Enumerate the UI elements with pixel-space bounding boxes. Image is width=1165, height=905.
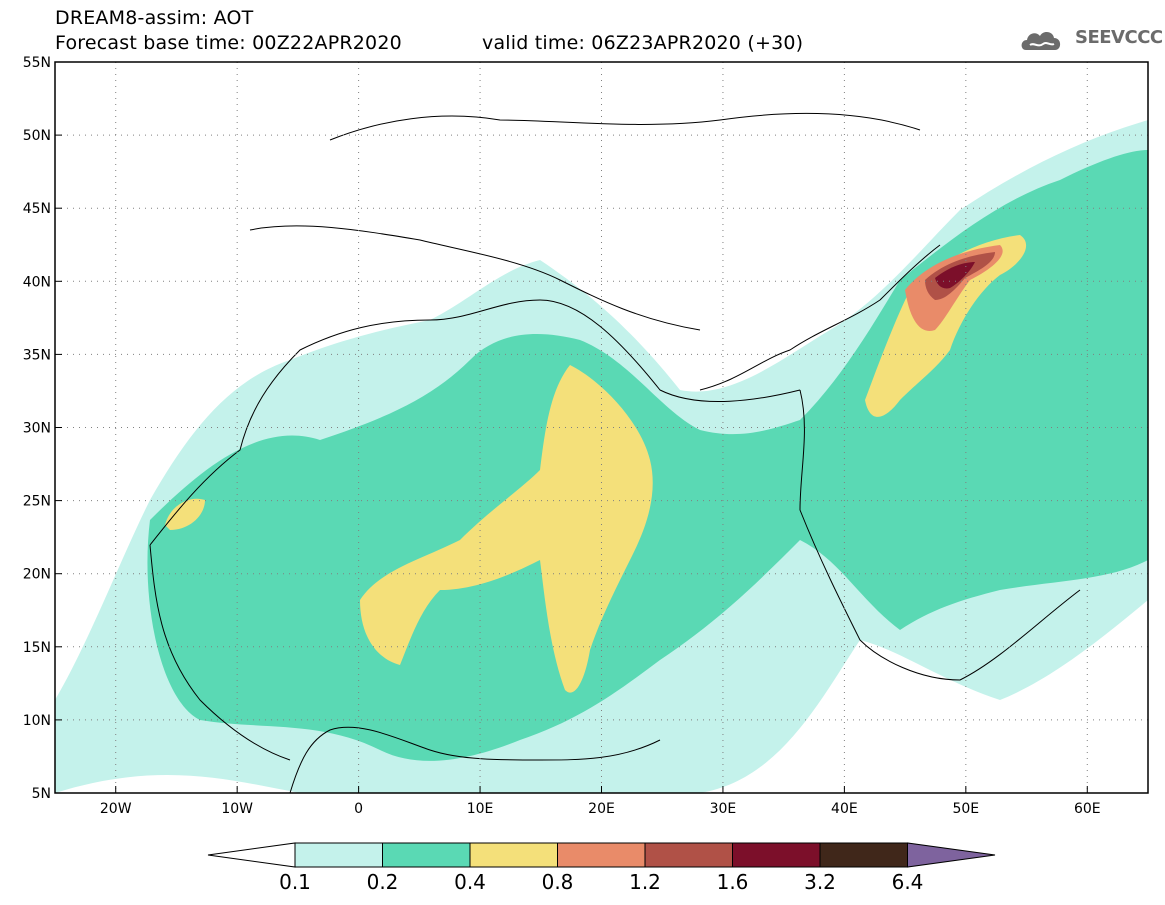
lat-label: 50N bbox=[23, 128, 51, 144]
lon-label: 40E bbox=[831, 801, 858, 817]
colorbar-segment bbox=[819, 842, 908, 868]
lon-label: 20E bbox=[588, 801, 615, 817]
title-line-2: Forecast base time: 00Z22APR2020 bbox=[55, 32, 402, 54]
longitude-labels: 20W 10W 0 10E 20E 30E 40E 50E 60E bbox=[100, 786, 1101, 817]
lat-label: 10N bbox=[23, 713, 51, 729]
lat-label: 35N bbox=[23, 347, 51, 363]
lon-label: 10E bbox=[467, 801, 494, 817]
logo-text: SEEVCCC bbox=[1075, 27, 1163, 48]
lat-label: 55N bbox=[23, 55, 51, 71]
colorbar-label: 1.2 bbox=[629, 870, 661, 894]
lat-label: 20N bbox=[23, 567, 51, 583]
colorbar-label: 0.4 bbox=[454, 870, 486, 894]
colorbar-under-arrow bbox=[207, 842, 296, 868]
colorbar-segment bbox=[294, 842, 383, 868]
colorbar-segment bbox=[732, 842, 821, 868]
latitude-labels: 5N 10N 15N 20N 25N 30N 35N 40N 45N 50N 55N bbox=[23, 55, 62, 802]
colorbar-label: 0.2 bbox=[366, 870, 399, 894]
aot-band-0.4-east bbox=[865, 235, 1027, 417]
colorbar-segment bbox=[557, 842, 646, 868]
lon-label: 10W bbox=[221, 801, 253, 817]
lat-label: 30N bbox=[23, 421, 51, 437]
aot-band-1.6 bbox=[935, 262, 975, 289]
lat-label: 5N bbox=[32, 786, 51, 802]
lon-label: 50E bbox=[952, 801, 979, 817]
lon-label: 20W bbox=[100, 801, 132, 817]
colorbar-label: 0.8 bbox=[541, 870, 574, 894]
lat-label: 25N bbox=[23, 494, 51, 510]
lat-label: 40N bbox=[23, 274, 51, 290]
aot-band-0.4 bbox=[360, 365, 653, 693]
colorbar-segment bbox=[644, 842, 733, 868]
lon-label: 60E bbox=[1074, 801, 1101, 817]
valid-time: valid time: 06Z23APR2020 (+30) bbox=[482, 32, 804, 54]
colorbar-label: 1.6 bbox=[716, 870, 749, 894]
colorbar-segment bbox=[382, 842, 471, 868]
coastlines bbox=[149, 112, 1081, 793]
colorbar-over-arrow bbox=[907, 842, 996, 868]
aot-band-0.4-west bbox=[165, 498, 205, 530]
lon-label: 30E bbox=[710, 801, 737, 817]
lat-label: 45N bbox=[23, 201, 51, 217]
lat-label: 15N bbox=[23, 640, 51, 656]
title-line-1: DREAM8-assim: AOT bbox=[55, 7, 254, 29]
aot-field bbox=[55, 62, 1148, 793]
colorbar bbox=[207, 842, 996, 868]
cloud-logo-icon bbox=[1021, 32, 1061, 50]
colorbar-label: 0.1 bbox=[279, 870, 311, 894]
colorbar-label: 3.2 bbox=[804, 870, 836, 894]
colorbar-segment bbox=[469, 842, 558, 868]
lon-label: 0 bbox=[354, 801, 363, 817]
colorbar-label: 6.4 bbox=[891, 870, 924, 894]
